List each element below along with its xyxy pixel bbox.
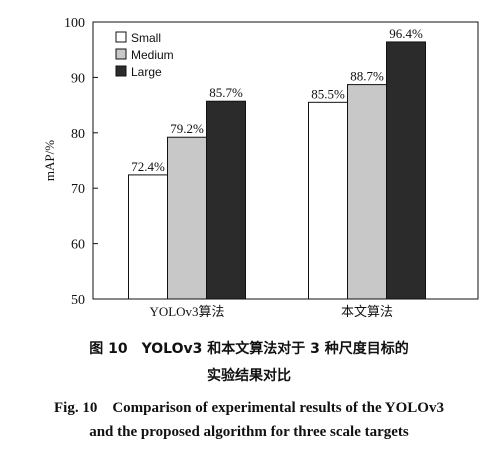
legend-swatch-small: [115, 31, 127, 43]
bar-medium: [347, 84, 387, 300]
plot-frame: [92, 21, 479, 300]
x-category-label: 本文算法: [341, 304, 393, 319]
bar-value-label: 96.4%: [389, 26, 423, 41]
y-axis-label: mAP/%: [42, 140, 57, 181]
y-tick-label: 90: [71, 71, 85, 86]
caption-en-line2: and the proposed algorithm for three sca…: [89, 424, 409, 440]
y-tick-label: 50: [71, 293, 85, 308]
legend-swatch-medium: [115, 48, 127, 60]
chart-axes: 50 60 70 80 90 100 mAP/% YOLOv3算法 本文算法: [42, 16, 479, 319]
chart-legend: Small Medium Large: [115, 31, 174, 79]
x-category-label: YOLOv3算法: [149, 304, 224, 319]
y-tick-label: 100: [64, 16, 85, 31]
caption-cn-line1: 图 10 YOLOv3 和本文算法对于 3 种尺度目标的: [89, 341, 409, 357]
bar-value-label: 88.7%: [350, 69, 384, 84]
bar-value-label: 85.7%: [209, 85, 243, 100]
bar-large: [386, 41, 426, 300]
bar-value-label: 79.2%: [170, 121, 204, 136]
bar-chart: 50 60 70 80 90 100 mAP/% YOLOv3算法 本文算法 72.4% 79.2…: [42, 16, 479, 319]
y-tick-label: 60: [71, 238, 85, 253]
y-tick-label: 70: [71, 182, 85, 197]
bar-small: [308, 101, 348, 300]
legend-label-medium: Medium: [131, 48, 174, 62]
chart-bars: 72.4% 79.2% 85.7% 85.5% 88.7% 96.4%: [128, 26, 426, 300]
legend-swatch-large: [115, 65, 127, 77]
bar-value-label: 72.4%: [131, 159, 165, 174]
bar-value-label: 85.5%: [311, 86, 345, 101]
caption-en-line1: Fig. 10 Comparison of experimental resul…: [54, 400, 444, 416]
legend-label-small: Small: [131, 31, 161, 45]
bar-small: [128, 174, 168, 300]
bar-medium: [167, 136, 207, 300]
bar-large: [206, 100, 246, 300]
y-tick-label: 80: [71, 127, 85, 142]
caption-cn-line2: 实验结果对比: [207, 368, 291, 384]
legend-label-large: Large: [131, 65, 162, 79]
